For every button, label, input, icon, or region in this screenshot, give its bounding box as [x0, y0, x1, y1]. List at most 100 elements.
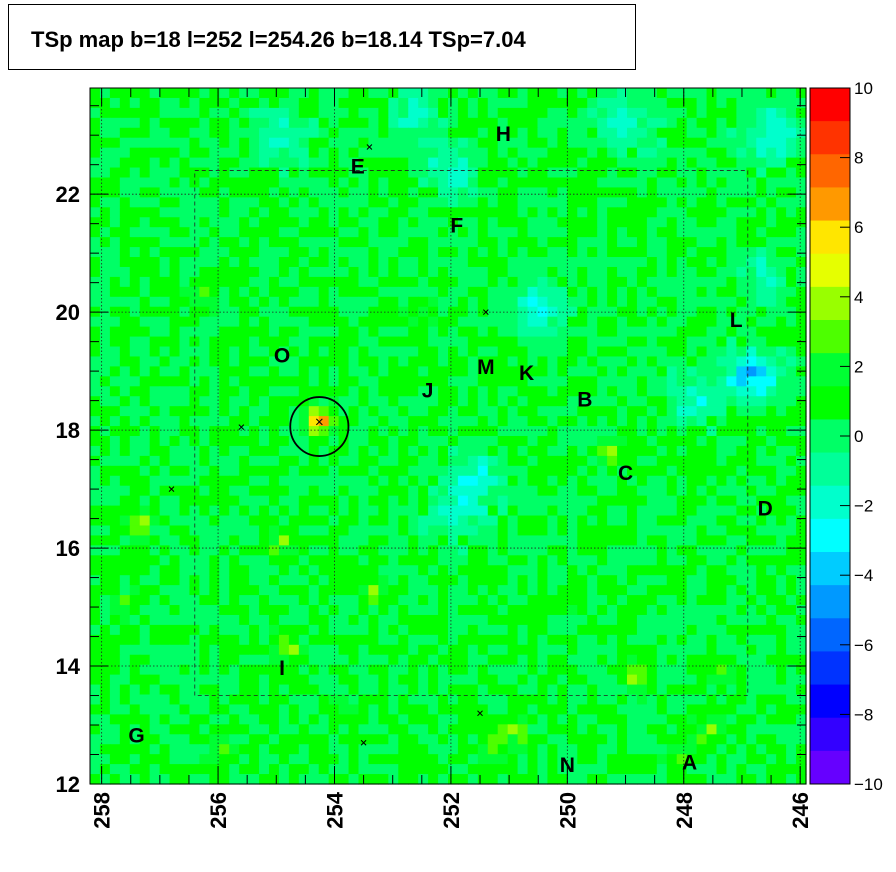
heatmap-cell	[786, 614, 797, 626]
heatmap-cell	[169, 624, 181, 636]
heatmap-cell	[428, 485, 439, 497]
heatmap-cell	[646, 336, 658, 348]
heatmap-cell	[686, 694, 698, 706]
heatmap-cell	[786, 177, 797, 189]
heatmap-cell	[567, 485, 578, 497]
heatmap-cell	[617, 127, 628, 139]
heatmap-cell	[109, 455, 121, 467]
heatmap-cell	[656, 396, 668, 407]
heatmap-cell	[378, 316, 389, 328]
heatmap-cell	[239, 276, 250, 288]
heatmap-cell	[786, 88, 797, 99]
heatmap-cell	[139, 217, 151, 228]
heatmap-cell	[249, 664, 260, 676]
heatmap-cell	[119, 217, 131, 228]
heatmap-cell	[249, 197, 260, 208]
heatmap-cell	[398, 605, 409, 616]
heatmap-cell	[398, 764, 409, 775]
heatmap-cell	[99, 694, 111, 706]
heatmap-cell	[537, 257, 549, 268]
heatmap-cell	[209, 296, 220, 308]
heatmap-cell	[318, 137, 330, 149]
heatmap-cell	[358, 356, 370, 367]
heatmap-cell	[537, 316, 549, 328]
heatmap-cell	[209, 654, 220, 666]
heatmap-cell	[378, 764, 389, 775]
heatmap-cell	[527, 127, 539, 139]
heatmap-cell	[418, 197, 429, 208]
heatmap-cell	[686, 674, 698, 686]
heatmap-cell	[547, 704, 558, 715]
heatmap-cell	[617, 137, 628, 149]
heatmap-cell	[517, 247, 529, 258]
heatmap-cell	[756, 555, 767, 566]
heatmap-cell	[617, 356, 628, 367]
heatmap-cell	[288, 376, 300, 387]
heatmap-cell	[278, 585, 290, 596]
heatmap-cell	[627, 316, 638, 328]
heatmap-cell	[537, 376, 549, 387]
heatmap-cell	[557, 356, 568, 367]
heatmap-cell	[547, 764, 558, 775]
heatmap-cell	[537, 127, 549, 139]
heatmap-cell	[358, 436, 370, 447]
heatmap-cell	[696, 167, 708, 179]
heatmap-cell	[199, 605, 210, 616]
heatmap-cell	[249, 465, 260, 477]
heatmap-cell	[189, 445, 200, 457]
heatmap-cell	[527, 485, 539, 497]
heatmap-cell	[587, 386, 598, 397]
heatmap-cell	[109, 624, 121, 636]
heatmap-cell	[636, 266, 648, 278]
heatmap-cell	[706, 545, 718, 556]
heatmap-cell	[159, 545, 171, 556]
heatmap-cell	[756, 356, 767, 367]
heatmap-cell	[169, 595, 181, 606]
heatmap-cell	[358, 684, 370, 696]
heatmap-cell	[308, 117, 320, 129]
heatmap-cell	[587, 376, 598, 387]
heatmap-cell	[149, 754, 161, 765]
heatmap-cell	[90, 366, 101, 377]
heatmap-cell	[497, 724, 509, 735]
heatmap-cell	[358, 127, 370, 139]
heatmap-cell	[746, 674, 757, 686]
heatmap-cell	[249, 545, 260, 556]
heatmap-cell	[477, 316, 489, 328]
heatmap-cell	[746, 654, 757, 666]
heatmap-cell	[636, 704, 648, 715]
heatmap-cell	[239, 754, 250, 765]
heatmap-cell	[597, 127, 608, 139]
heatmap-cell	[537, 366, 549, 377]
heatmap-cell	[159, 495, 171, 507]
heatmap-cell	[308, 336, 320, 348]
heatmap-cell	[796, 545, 807, 556]
heatmap-cell	[597, 644, 608, 656]
heatmap-cell	[368, 346, 379, 358]
heatmap-cell	[557, 157, 568, 169]
heatmap-cell	[686, 416, 698, 427]
heatmap-cell	[557, 495, 568, 507]
heatmap-cell	[119, 366, 131, 377]
heatmap-cell	[796, 227, 807, 238]
heatmap-cell	[746, 386, 757, 397]
heatmap-cell	[497, 545, 509, 556]
heatmap-cell	[567, 237, 578, 248]
heatmap-cell	[239, 157, 250, 169]
heatmap-cell	[259, 455, 270, 467]
heatmap-cell	[129, 654, 141, 666]
heatmap-cell	[109, 336, 121, 348]
heatmap-cell	[676, 107, 688, 119]
heatmap-cell	[676, 127, 688, 139]
heatmap-cell	[736, 247, 747, 258]
heatmap-cell	[259, 127, 270, 139]
heatmap-cell	[259, 624, 270, 636]
heatmap-cell	[298, 465, 310, 477]
heatmap-cell	[706, 595, 718, 606]
heatmap-cell	[627, 416, 638, 427]
heatmap-cell	[627, 714, 638, 725]
heatmap-cell	[179, 396, 191, 407]
heatmap-cell	[199, 336, 210, 348]
heatmap-cell	[656, 97, 668, 109]
heatmap-cell	[676, 664, 688, 676]
